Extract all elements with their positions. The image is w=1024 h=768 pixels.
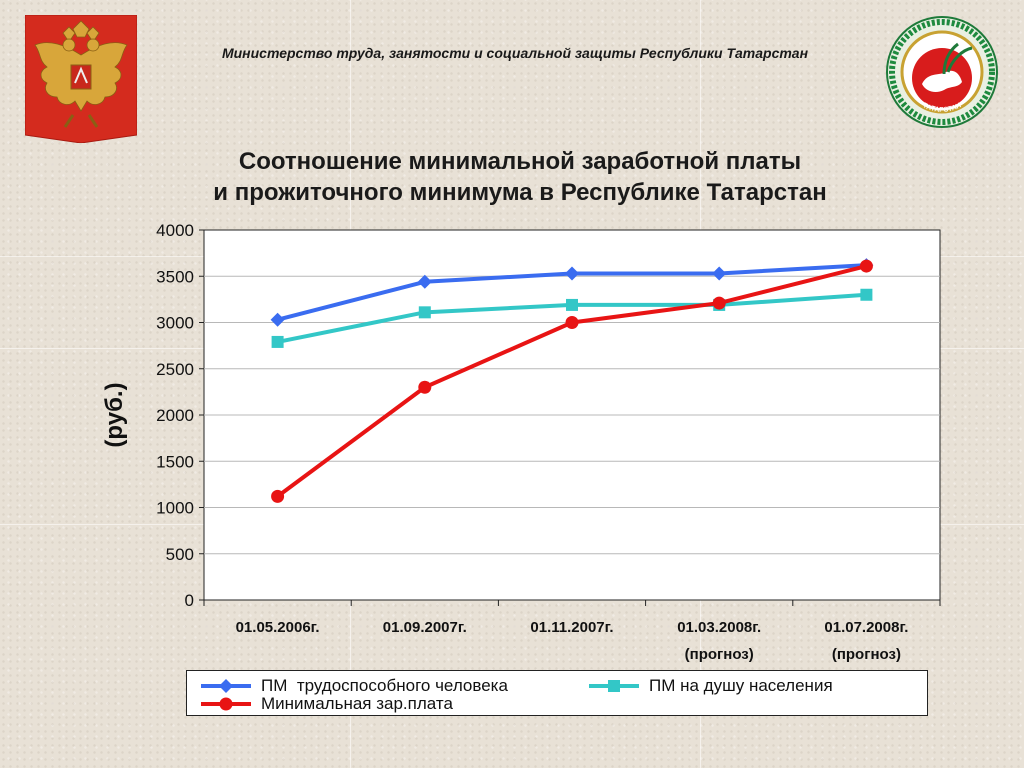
data-point-1 <box>417 274 432 289</box>
legend-marker <box>201 697 251 711</box>
legend-label: Минимальная зар.плата <box>261 694 453 713</box>
y-tick-label: 1500 <box>156 452 194 471</box>
legend-label: ПМ трудоспособного человека <box>261 676 508 695</box>
ministry-title: Министерство труда, занятости и социальн… <box>221 45 809 61</box>
legend-item-2: ПМ на душу населения <box>587 676 833 696</box>
y-tick-label: 1000 <box>156 499 194 518</box>
x-tick-label: 01.09.2007г. <box>383 619 467 636</box>
data-point-3 <box>271 489 285 503</box>
coat-of-arms-icon <box>25 15 137 143</box>
y-tick-label: 3500 <box>156 267 194 286</box>
data-point-1 <box>565 266 579 281</box>
y-tick-label: 2000 <box>156 406 194 425</box>
y-tick-label: 500 <box>166 545 194 564</box>
slide-title: Соотношение минимальной заработной платы… <box>120 146 920 208</box>
tatarstan-emblem-icon: ТАТАРСТАН <box>886 16 998 128</box>
title-line-1: Соотношение минимальной заработной платы <box>238 148 802 175</box>
data-point-3 <box>859 259 873 273</box>
y-tick-label: 2500 <box>156 360 194 379</box>
legend-item-3: Минимальная зар.плата <box>199 694 453 714</box>
data-point-2 <box>860 288 873 301</box>
data-point-2 <box>418 306 431 319</box>
x-tick-label: 01.03.2008г. <box>677 619 761 636</box>
y-tick-label: 4000 <box>156 221 194 240</box>
y-tick-label: 0 <box>185 591 194 610</box>
legend-marker <box>589 680 639 692</box>
chart-legend: ПМ трудоспособного человека ПМ на душу на… <box>186 670 928 716</box>
legend-label: ПМ на душу населения <box>649 676 833 695</box>
data-point-2 <box>566 298 578 311</box>
data-point-3 <box>565 316 579 329</box>
data-point-3 <box>418 380 432 394</box>
x-tick-label: 01.07.2008г. <box>824 619 908 636</box>
y-axis-label: (руб.) <box>101 382 128 447</box>
data-point-2 <box>271 335 284 348</box>
data-point-3 <box>712 296 726 310</box>
emblem-text: ТАТАРСТАН <box>922 102 963 114</box>
data-point-1 <box>712 266 727 281</box>
x-tick-label: 01.11.2007г. <box>530 619 613 636</box>
x-tick-label: (прогноз) <box>832 646 901 663</box>
legend-item-1: ПМ трудоспособного человека <box>199 676 508 696</box>
x-tick-label: 01.05.2006г. <box>236 619 320 636</box>
x-tick-label: (прогноз) <box>685 646 754 663</box>
y-tick-label: 3000 <box>156 314 194 333</box>
title-line-2: и прожиточного минимума в Республике Тат… <box>213 179 827 206</box>
data-point-1 <box>270 312 285 327</box>
legend-marker <box>201 679 251 693</box>
